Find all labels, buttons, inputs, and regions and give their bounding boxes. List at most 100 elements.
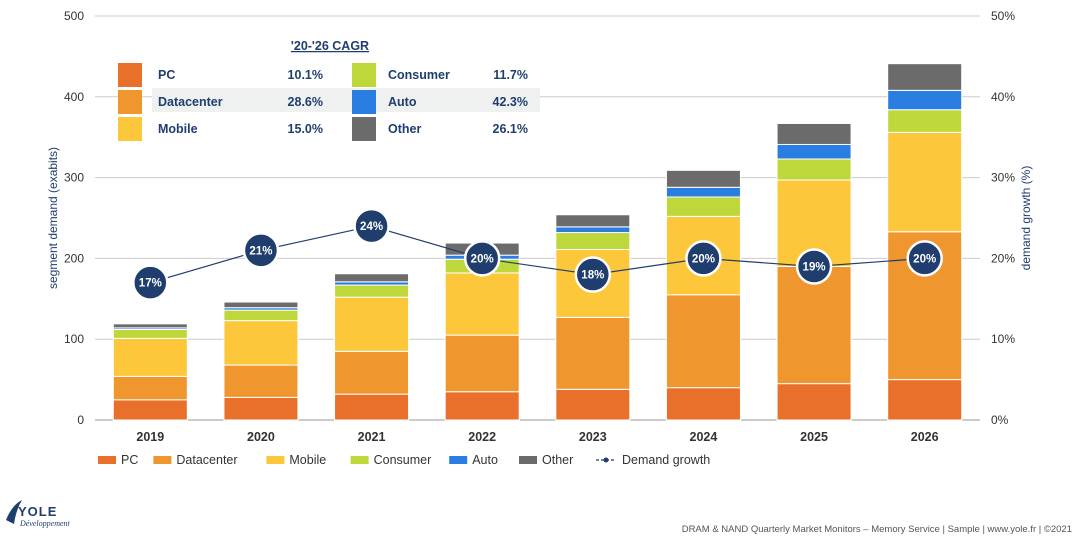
cagr-label: Consumer <box>388 68 450 82</box>
y2-tick-label: 40% <box>991 90 1015 104</box>
bar-datacenter-2019 <box>112 375 188 401</box>
bar-other-2023 <box>555 214 631 228</box>
bar-consumer-2021 <box>334 284 410 298</box>
y-tick-label: 500 <box>64 9 84 23</box>
bar-consumer-2026 <box>887 109 963 133</box>
bar-consumer-2025 <box>776 158 852 181</box>
legend-label-datacenter: Datacenter <box>176 453 237 467</box>
demand-growth-marker <box>242 232 280 269</box>
logo-text: YOLE <box>18 504 57 519</box>
y2-tick-label: 20% <box>991 251 1015 265</box>
bar-pc-2026 <box>887 379 963 421</box>
demand-growth-label: 24% <box>360 221 383 233</box>
bar-other-2025 <box>776 122 852 145</box>
bar-datacenter-2023 <box>555 316 631 390</box>
bar-auto-2026 <box>887 89 963 111</box>
bar-pc-2020 <box>223 396 299 421</box>
x-axis-ticks: 2019 2020 2021 2022 2023 2024 2025 2026 <box>136 430 938 444</box>
demand-growth-marker <box>574 256 612 293</box>
legend-marker-demand-growth <box>603 457 609 463</box>
legend-label-mobile: Mobile <box>289 453 326 467</box>
demand-growth-marker <box>906 240 943 277</box>
bar-mobile-2020 <box>223 320 299 366</box>
cagr-swatch-datacenter <box>118 90 142 114</box>
legend-swatch-datacenter <box>153 456 172 464</box>
demand-growth-marker <box>685 240 722 277</box>
legend: PC Datacenter Mobile Consumer Auto Other Deman… <box>98 453 710 467</box>
x-tick-label: 2026 <box>911 430 939 444</box>
bar-mobile-2019 <box>112 337 188 377</box>
demand-growth-label: 20% <box>692 253 715 265</box>
x-tick-label: 2019 <box>136 430 164 444</box>
yole-logo: YOLE Développement <box>6 500 71 528</box>
cagr-title: '20-'26 CAGR <box>291 39 369 53</box>
bar-datacenter-2022 <box>444 334 520 393</box>
legend-label-consumer: Consumer <box>374 453 432 467</box>
bar-datacenter-2020 <box>223 364 299 398</box>
bar-other-2020 <box>223 301 299 309</box>
y-axis-ticks: 0 100 200 300 400 500 <box>64 9 84 427</box>
bar-pc-2023 <box>555 388 631 421</box>
bar-pc-2022 <box>444 391 520 421</box>
y2-tick-label: 30% <box>991 171 1015 185</box>
bar-other-2026 <box>887 63 963 91</box>
legend-swatch-consumer <box>350 456 369 464</box>
x-tick-label: 2025 <box>800 430 828 444</box>
bar-pc-2021 <box>334 393 410 421</box>
bar-consumer-2023 <box>555 232 631 251</box>
bar-auto-2023 <box>555 226 631 234</box>
x-tick-label: 2022 <box>468 430 496 444</box>
bar-mobile-2026 <box>887 131 963 233</box>
bar-auto-2025 <box>776 143 852 160</box>
y-tick-label: 400 <box>64 90 84 104</box>
y2-axis-ticks: 0% 10% 20% 30% 40% 50% <box>991 9 1015 427</box>
demand-growth-label: 18% <box>581 270 604 282</box>
y-axis-title: segment demand (exabits) <box>46 147 60 289</box>
bar-other-2021 <box>334 273 410 283</box>
y2-tick-label: 10% <box>991 332 1015 346</box>
cagr-label: Mobile <box>158 122 198 136</box>
y2-tick-label: 0% <box>991 413 1009 427</box>
bar-datacenter-2021 <box>334 350 410 395</box>
demand-growth-path <box>150 225 925 284</box>
cagr-label: PC <box>158 68 175 82</box>
cagr-swatch-consumer <box>352 63 376 87</box>
bar-pc-2024 <box>665 387 741 421</box>
bar-mobile-2022 <box>444 272 520 336</box>
demand-growth-marker <box>353 207 390 245</box>
cagr-box: '20-'26 CAGR PC 10.1% Consumer 11.7% Datacent… <box>118 39 540 141</box>
y-tick-label: 300 <box>64 171 84 185</box>
demand-growth-label: 21% <box>249 245 272 257</box>
logo-subtext: Développement <box>19 519 71 528</box>
bar-other-2024 <box>665 169 741 188</box>
demand-growth-label: 17% <box>139 278 162 290</box>
logo-swoosh-icon <box>6 500 22 524</box>
y2-axis-title: demand growth (%) <box>1019 166 1033 271</box>
cagr-value: 10.1% <box>288 68 323 82</box>
legend-label-demand-growth: Demand growth <box>622 453 710 467</box>
demand-growth-label: 20% <box>913 253 936 265</box>
bar-mobile-2021 <box>334 296 410 352</box>
legend-label-pc: PC <box>121 453 138 467</box>
y-tick-label: 100 <box>64 332 84 346</box>
y-tick-label: 0 <box>77 413 84 427</box>
x-tick-label: 2020 <box>247 430 275 444</box>
bar-auto-2024 <box>665 186 741 198</box>
legend-label-other: Other <box>542 453 573 467</box>
x-tick-label: 2024 <box>690 430 718 444</box>
bar-consumer-2019 <box>112 329 188 339</box>
y2-tick-label: 50% <box>991 9 1015 23</box>
demand-growth-marker <box>463 240 501 277</box>
legend-swatch-auto <box>449 456 468 464</box>
demand-growth-line: 17% 21% 24% 20% 18% 20% 19% 20% <box>132 207 943 301</box>
cagr-swatch-mobile <box>118 117 142 141</box>
bars <box>112 63 963 421</box>
cagr-swatch-pc <box>118 63 142 87</box>
bar-datacenter-2024 <box>665 294 741 389</box>
cagr-row-band <box>152 88 540 112</box>
cagr-label: Auto <box>388 95 417 109</box>
bar-other-2019 <box>112 323 188 329</box>
cagr-label: Datacenter <box>158 95 223 109</box>
cagr-value: 11.7% <box>493 68 528 82</box>
